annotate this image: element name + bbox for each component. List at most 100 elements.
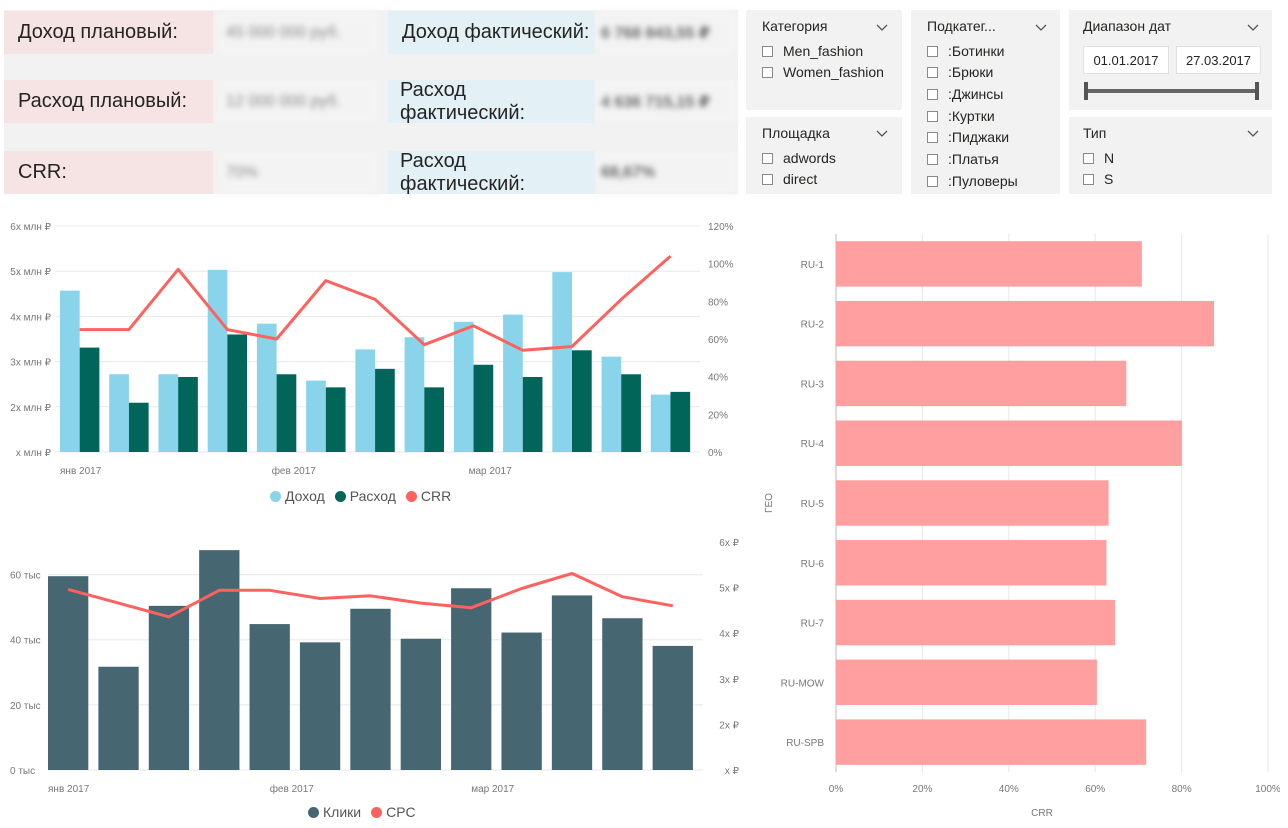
y-tick-label: RU-4	[801, 439, 825, 450]
chevron-down-icon[interactable]	[1247, 24, 1259, 32]
chevron-down-icon[interactable]	[876, 130, 888, 138]
income-bar	[601, 356, 622, 452]
plan-expense-value: 12 000 000 руб.	[218, 80, 378, 123]
clicks-bar	[249, 624, 290, 770]
legend-item-crr[interactable]: CRR	[405, 488, 451, 504]
platform-option[interactable]: adwords	[762, 150, 836, 166]
type-option[interactable]: S	[1083, 171, 1113, 187]
checkbox[interactable]	[927, 153, 938, 165]
crr-by-geo-chart[interactable]: 0% 20% 40% 60% 80% 100% RU-1 RU-2 RU-3 RU-4 RU-5 RU…	[760, 220, 1280, 824]
clicks-cpc-chart[interactable]: 0 тыс 20 тыс 40 тыс 60 тыс х ₽ 2х ₽ 3х ₽ 4х ₽ 5х…	[0, 528, 740, 798]
income-expense-chart[interactable]: х млн ₽ 2х млн ₽ 3х млн ₽ 4х млн ₽ 5х млн ₽ 6…	[0, 212, 740, 478]
y-tick-label: 3х млн ₽	[10, 358, 51, 369]
checkbox[interactable]	[927, 110, 938, 122]
expense-bar	[325, 387, 346, 452]
chevron-down-icon[interactable]	[876, 24, 888, 32]
chevron-down-icon[interactable]	[1035, 24, 1047, 32]
expense-bar	[128, 402, 149, 452]
y2-tick-label: 100%	[708, 260, 734, 271]
y-tick-label: 5х млн ₽	[10, 267, 51, 278]
legend-item-clicks[interactable]: Клики	[308, 804, 361, 820]
clicks-bar	[652, 645, 693, 770]
subcategory-option[interactable]: :Брюки	[927, 64, 993, 80]
x-tick-label: фев 2017	[270, 783, 315, 795]
income-bar	[404, 337, 425, 452]
legend-item-expense[interactable]: Расход	[334, 488, 396, 504]
expense-bar	[572, 350, 592, 452]
x-tick-label: 60%	[1085, 784, 1105, 795]
expense-bar	[424, 387, 444, 452]
plan-income-value: 45 000 000 руб.	[218, 11, 378, 54]
income-bar	[109, 374, 129, 452]
expense-bar	[670, 391, 691, 452]
legend-item-cpc[interactable]: CPC	[371, 804, 416, 820]
y2-tick-label: 5х ₽	[719, 584, 739, 595]
y-tick-label: 40 тыс	[10, 636, 41, 647]
x-tick-label: янв 2017	[60, 466, 102, 477]
subcategory-option[interactable]: :Пиджаки	[927, 129, 1009, 145]
y-tick-label: 2х млн ₽	[10, 403, 51, 414]
fact-expense-value: 4 636 715,15 ₽	[597, 80, 737, 123]
checkbox[interactable]	[927, 45, 938, 57]
clicks-bar	[602, 618, 643, 770]
x-tick-label: 100%	[1255, 784, 1280, 795]
y-tick-label: RU-3	[801, 379, 825, 390]
y-tick-label: х млн ₽	[16, 448, 52, 459]
checkbox[interactable]	[927, 88, 938, 100]
y-axis-title: ГЕО	[764, 493, 775, 513]
checkbox[interactable]	[762, 66, 773, 78]
geo-bar	[836, 540, 1107, 586]
date-slider-end-handle[interactable]	[1255, 82, 1259, 100]
platform-option[interactable]: direct	[762, 171, 817, 187]
y2-tick-label: х ₽	[725, 766, 740, 777]
y-tick-label: RU-5	[801, 499, 825, 510]
date-range-slicer-title: Диапазон дат	[1083, 18, 1172, 34]
subcategory-option[interactable]: :Ботинки	[927, 43, 1004, 59]
geo-bar	[836, 599, 1116, 646]
platform-slicer: Площадка adwords direct	[746, 117, 902, 194]
x-tick-label: фев 2017	[272, 465, 317, 477]
income-bar	[207, 269, 228, 452]
checkbox[interactable]	[1083, 173, 1094, 185]
checkbox[interactable]	[762, 152, 773, 164]
geo-bar	[836, 360, 1127, 407]
crr-line	[79, 254, 672, 352]
chevron-down-icon[interactable]	[1247, 130, 1259, 138]
income-bar	[60, 290, 80, 452]
y2-tick-label: 0%	[708, 448, 723, 459]
checkbox[interactable]	[927, 131, 938, 143]
x-tick-label: янв 2017	[48, 784, 90, 795]
y2-tick-label: 20%	[708, 410, 728, 421]
y-tick-label: 20 тыс	[10, 701, 41, 712]
checkbox[interactable]	[762, 173, 773, 185]
checkbox[interactable]	[762, 45, 773, 57]
fact-income-value: 6 768 843,55 ₽	[597, 11, 737, 54]
platform-slicer-title: Площадка	[762, 125, 830, 141]
cpc-line	[67, 572, 674, 619]
y-tick-label: RU-SPB	[786, 738, 824, 749]
subcategory-option[interactable]: :Пуловеры	[927, 173, 1018, 189]
checkbox[interactable]	[927, 175, 938, 187]
fact-expense-label: Расход фактический:	[388, 79, 595, 124]
subcategory-option[interactable]: :Куртки	[927, 108, 995, 124]
x-tick-label: 20%	[912, 784, 932, 795]
type-option[interactable]: N	[1083, 150, 1114, 166]
legend-item-income[interactable]: Доход	[270, 488, 325, 504]
category-option[interactable]: Women_fashion	[762, 64, 884, 80]
x-axis-title: CRR	[1031, 808, 1053, 819]
subcategory-option[interactable]: :Джинсы	[927, 86, 1003, 102]
x-tick-label: 0%	[829, 784, 844, 795]
checkbox[interactable]	[927, 66, 938, 78]
income-bar	[256, 323, 277, 452]
expense-bar	[522, 376, 543, 452]
x-tick-label: 80%	[1172, 784, 1192, 795]
category-option[interactable]: Men_fashion	[762, 43, 863, 59]
start-date-input[interactable]: 01.01.2017	[1083, 46, 1169, 74]
expense-bar	[473, 364, 494, 452]
date-slider-track[interactable]	[1085, 89, 1259, 93]
date-slider-start-handle[interactable]	[1084, 82, 1088, 100]
checkbox[interactable]	[1083, 152, 1094, 164]
plan-expense-label: Расход плановый:	[4, 80, 213, 123]
subcategory-option[interactable]: :Платья	[927, 151, 999, 167]
end-date-input[interactable]: 27.03.2017	[1176, 46, 1261, 74]
